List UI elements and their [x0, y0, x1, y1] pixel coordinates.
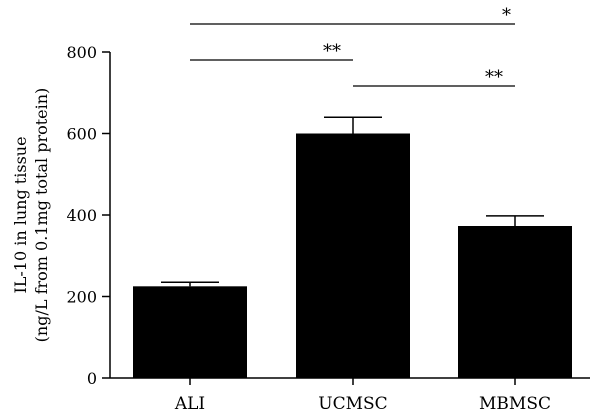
bar-mbmsc [458, 226, 572, 378]
y-tick-label: 600 [66, 125, 97, 144]
y-tick-label: 800 [66, 43, 97, 62]
significance-label: * [502, 5, 511, 26]
y-tick-label: 400 [66, 206, 97, 225]
y-axis-title-line1: IL-10 in lung tissue [11, 136, 30, 293]
significance-label: ** [485, 67, 503, 88]
y-tick-label: 0 [87, 369, 97, 388]
x-tick-label: UCMSC [318, 394, 387, 414]
x-tick-label: ALI [174, 394, 205, 414]
bar-ali [133, 286, 247, 378]
significance-label: ** [323, 41, 341, 62]
x-tick-label: MBMSC [479, 394, 551, 414]
bar-ucmsc [296, 133, 410, 378]
y-tick-label: 200 [66, 288, 97, 307]
y-axis-title-line2: (ng/L from 0.1mg total protein) [32, 88, 51, 343]
